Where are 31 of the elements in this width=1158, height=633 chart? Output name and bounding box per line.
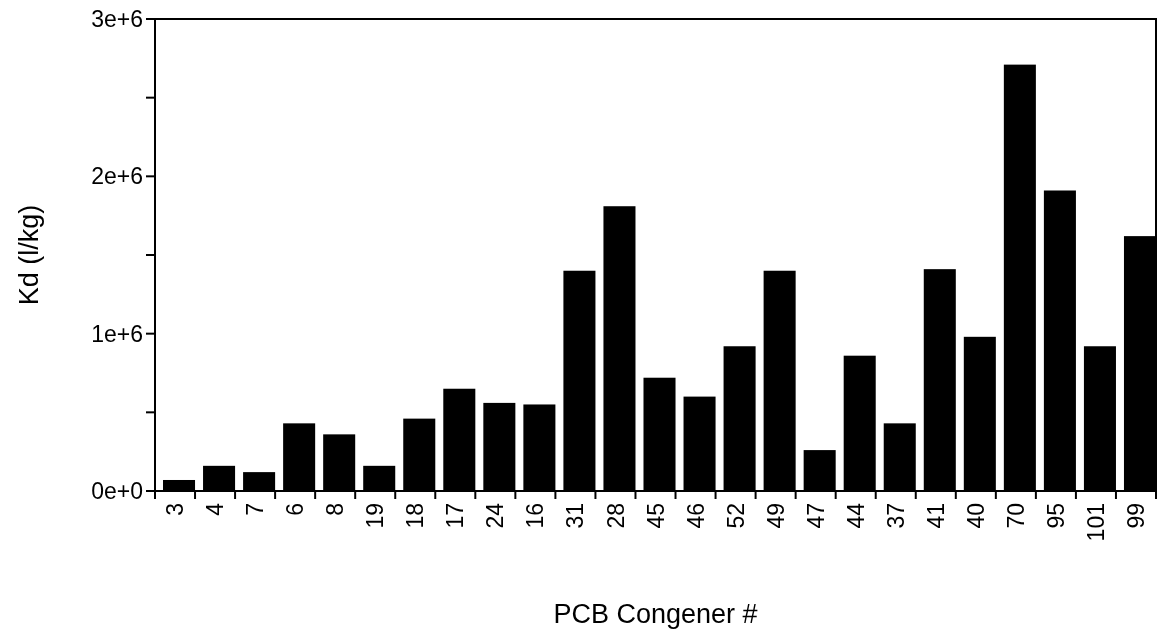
- x-tick-label: 40: [962, 503, 989, 529]
- x-tick-label: 45: [642, 503, 669, 529]
- x-tick-label: 28: [602, 503, 629, 529]
- x-tick-label: 41: [922, 503, 949, 529]
- x-tick-label: 46: [682, 503, 709, 529]
- y-tick-label: 1e+6: [91, 320, 143, 347]
- y-tick-label: 3e+6: [91, 6, 143, 33]
- x-tick-label: 18: [402, 503, 429, 529]
- x-tick-label: 31: [562, 503, 589, 529]
- y-axis-title: Kd (l/kg): [14, 204, 44, 306]
- x-tick-label: 17: [442, 503, 469, 529]
- y-tick-label: 0e+0: [91, 478, 143, 505]
- x-tick-label: 7: [242, 503, 269, 516]
- x-tick-label: 52: [722, 503, 749, 529]
- x-tick-label: 99: [1123, 503, 1150, 529]
- x-tick-label: 37: [882, 503, 909, 529]
- x-tick-label: 19: [362, 503, 389, 529]
- x-tick-label: 44: [842, 502, 869, 529]
- x-tick-label: 4: [202, 502, 229, 516]
- x-tick-label: 70: [1002, 503, 1029, 529]
- x-tick-label: 6: [282, 503, 309, 516]
- x-tick-label: 3: [162, 503, 189, 516]
- y-tick-label: 2e+6: [91, 163, 143, 190]
- x-tick-label: 101: [1082, 503, 1109, 542]
- x-tick-label: 49: [762, 503, 789, 529]
- x-tick-label: 8: [322, 503, 349, 516]
- x-axis-title: PCB Congener #: [553, 599, 758, 629]
- x-tick-label: 16: [522, 503, 549, 529]
- x-tick-label: 95: [1042, 503, 1069, 529]
- x-tick-label: 24: [482, 502, 509, 529]
- x-tick-label: 47: [802, 503, 829, 529]
